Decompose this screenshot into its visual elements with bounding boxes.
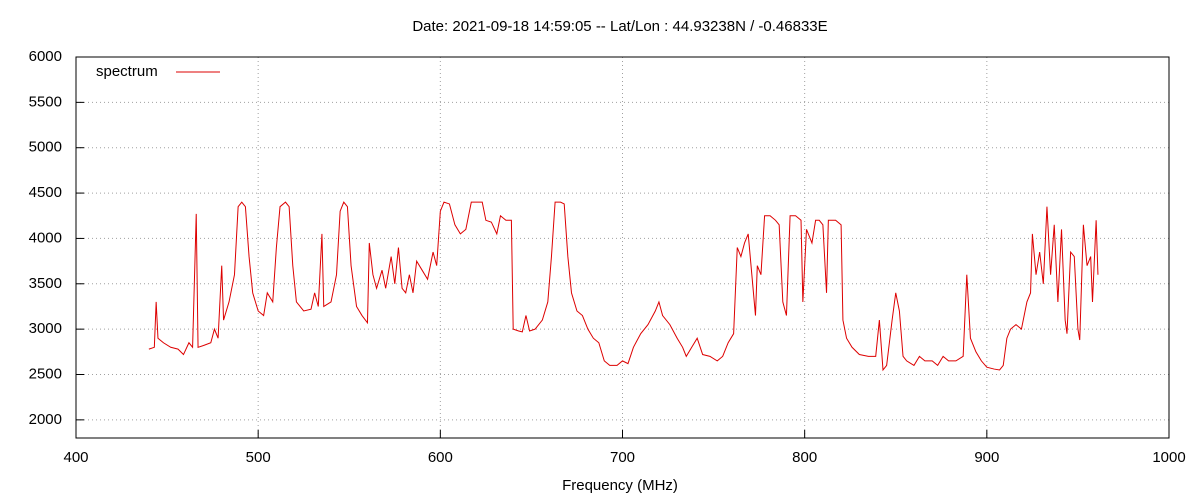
x-tick-label: 900 xyxy=(974,449,999,466)
x-axis-label: Frequency (MHz) xyxy=(562,477,678,494)
x-tick-label: 800 xyxy=(792,449,817,466)
y-tick-label: 2000 xyxy=(29,411,62,428)
y-tick-label: 4000 xyxy=(29,229,62,246)
y-tick-label: 5500 xyxy=(29,93,62,110)
plot-border xyxy=(75,56,1170,439)
chart-title: Date: 2021-09-18 14:59:05 -- Lat/Lon : 4… xyxy=(412,18,827,35)
x-tick-label: 400 xyxy=(63,449,88,466)
legend-label: spectrum xyxy=(96,63,158,80)
spectrum-line xyxy=(148,201,1099,372)
y-tick-label: 4500 xyxy=(29,184,62,201)
x-tick-label: 700 xyxy=(610,449,635,466)
y-tick-label: 2500 xyxy=(29,365,62,382)
y-tick-label: 5000 xyxy=(29,139,62,156)
x-tick-label: 500 xyxy=(246,449,271,466)
y-tick-label: 3000 xyxy=(29,320,62,337)
y-tick-label: 3500 xyxy=(29,275,62,292)
x-tick-label: 1000 xyxy=(1152,449,1185,466)
y-tick-label: 6000 xyxy=(29,48,62,65)
x-tick-label: 600 xyxy=(428,449,453,466)
